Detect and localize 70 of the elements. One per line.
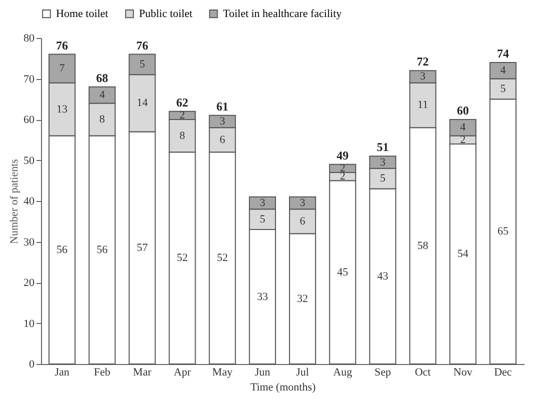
data-label: 3	[220, 116, 226, 128]
data-label: 5	[500, 82, 506, 95]
data-label: 4	[460, 122, 466, 134]
data-label: 4	[99, 89, 106, 102]
x-axis-title: Time (months)	[250, 382, 316, 394]
data-label: 65	[497, 226, 509, 238]
total-label: 62	[176, 95, 188, 110]
y-tick-label: 60	[24, 114, 35, 126]
y-tick-label: 40	[24, 196, 35, 208]
data-label: 6	[300, 215, 306, 228]
x-tick-label: Apr	[174, 366, 192, 378]
data-label: 57	[136, 242, 148, 254]
x-tick-label: Aug	[333, 366, 353, 378]
total-label: 61	[216, 99, 228, 114]
x-tick-label: Jun	[254, 366, 271, 378]
data-label: 3	[420, 70, 426, 83]
x-tick-label: Jan	[54, 366, 70, 378]
x-tick-label: May	[212, 366, 233, 378]
data-label: 2	[180, 109, 186, 122]
data-label: 32	[297, 292, 308, 305]
data-label: 2	[460, 134, 466, 146]
x-tick-label: Jul	[296, 366, 309, 378]
x-tick-label: Nov	[453, 366, 473, 378]
data-label: 52	[216, 252, 228, 264]
data-label: 4	[500, 64, 506, 77]
legend-label: Home toilet	[56, 8, 108, 20]
y-tick-label: 20	[24, 277, 35, 289]
data-label: 5	[139, 58, 146, 70]
legend-label: Public toilet	[139, 8, 192, 20]
total-label: 51	[376, 140, 389, 154]
total-label: 72	[416, 54, 429, 69]
data-label: 5	[380, 172, 386, 185]
data-label: 54	[457, 248, 469, 260]
x-tick-label: Dec	[494, 366, 512, 378]
y-axis-title: Number of patients	[8, 159, 20, 244]
data-label: 11	[417, 99, 428, 112]
total-label: 60	[456, 104, 469, 118]
total-label: 68	[96, 70, 108, 85]
x-tick-label: Oct	[414, 366, 431, 378]
total-label: 76	[136, 38, 148, 52]
y-tick-label: 80	[24, 32, 35, 44]
data-label: 58	[417, 240, 429, 252]
data-label: 13	[56, 103, 68, 116]
data-label: 33	[256, 290, 268, 303]
total-label: 49	[336, 148, 349, 162]
data-label: 45	[337, 266, 349, 278]
data-label: 7	[59, 62, 66, 75]
y-tick-label: 50	[24, 154, 35, 167]
total-label: 74	[496, 46, 509, 60]
y-tick-label: 10	[24, 318, 35, 330]
data-label: 56	[56, 244, 68, 256]
data-label: 56	[96, 244, 108, 256]
data-label: 8	[180, 130, 186, 142]
data-label: 3	[300, 197, 306, 210]
data-label: 8	[99, 114, 106, 126]
x-tick-label: Sep	[374, 366, 392, 378]
data-label: 43	[377, 270, 389, 282]
x-tick-label: Feb	[94, 366, 111, 378]
y-tick-label: 0	[29, 358, 35, 370]
data-label: 5	[260, 213, 266, 226]
y-tick-label: 30	[24, 236, 35, 248]
legend-label: Toilet in healthcare facility	[223, 8, 342, 20]
data-label: 52	[176, 252, 188, 264]
y-tick-label: 70	[24, 73, 35, 86]
x-tick-label: Mar	[133, 366, 152, 378]
total-label: 76	[56, 38, 68, 52]
data-label: 14	[136, 97, 148, 110]
data-label: 3	[380, 156, 386, 168]
data-label: 6	[220, 134, 226, 146]
data-label: 3	[260, 197, 266, 210]
